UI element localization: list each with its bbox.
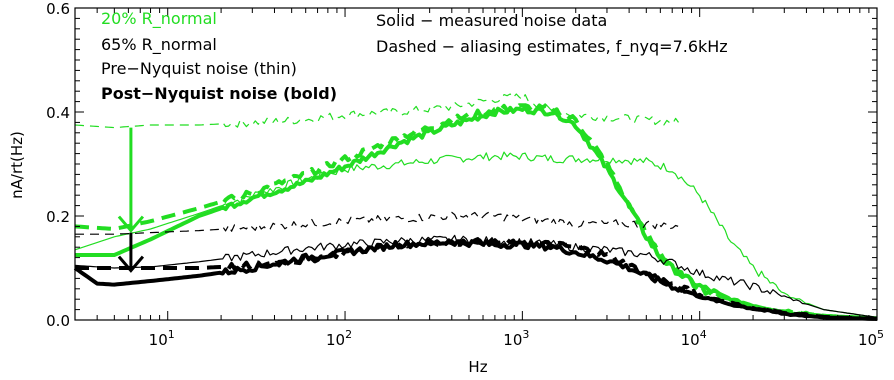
x-tick-label: 103 [503, 328, 529, 349]
plot-lines [73, 93, 878, 321]
axis-ticks [74, 7, 878, 321]
series-line-3 [74, 103, 878, 321]
series-line-5 [75, 211, 679, 235]
y-tick-label: 0.6 [46, 0, 70, 18]
x-tick-label: 104 [681, 328, 707, 349]
x-tick-label: 101 [149, 328, 175, 349]
axis-labels: 0.0 0.2 0.4 0.6 101 102 103 104 105 [46, 0, 884, 349]
y-axis-title: nA/rt(Hz) [8, 131, 26, 199]
legend-note-solid: Solid − measured noise data [376, 11, 607, 30]
legend-note-dashed: Dashed − aliasing estimates, f_nyq=7.6kH… [376, 37, 728, 57]
arrow-head-0 [117, 215, 145, 233]
legend-right: Solid − measured noise data Dashed − ali… [376, 11, 728, 57]
y-tick-label: 0.0 [46, 312, 70, 330]
series-line-7 [75, 237, 878, 321]
legend-entry-2: Pre−Nyquist noise (thin) [101, 59, 297, 78]
series-line-0 [74, 151, 878, 318]
x-tick-label: 105 [858, 328, 884, 349]
arrows [117, 127, 145, 273]
legend-entry-1: 65% R_normal [101, 35, 217, 55]
series-line-2 [75, 105, 878, 321]
legend-entry-3: Post−Nyquist noise (bold) [101, 84, 337, 103]
x-axis-title: Hz [468, 358, 487, 376]
x-tick-label: 102 [326, 328, 352, 349]
y-tick-label: 0.2 [46, 208, 70, 226]
arrow-head-1 [117, 255, 145, 273]
legend-left: 20% R_normal 65% R_normal Pre−Nyquist no… [101, 9, 337, 103]
legend-entry-0: 20% R_normal [101, 9, 217, 29]
y-tick-label: 0.4 [46, 104, 70, 122]
